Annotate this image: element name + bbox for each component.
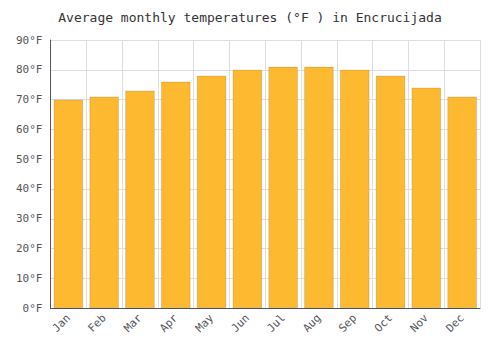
svg-text:Average monthly temperatures (: Average monthly temperatures (°F ) in En… bbox=[58, 10, 442, 25]
svg-text:Jul: Jul bbox=[265, 312, 288, 335]
svg-text:Nov: Nov bbox=[408, 311, 431, 334]
svg-text:50°F: 50°F bbox=[16, 153, 43, 166]
svg-text:30°F: 30°F bbox=[16, 212, 43, 225]
svg-text:40°F: 40°F bbox=[16, 182, 43, 195]
svg-text:Mar: Mar bbox=[121, 311, 144, 334]
svg-text:Apr: Apr bbox=[157, 311, 180, 334]
svg-text:Aug: Aug bbox=[300, 312, 323, 335]
svg-text:Dec: Dec bbox=[443, 312, 466, 335]
svg-text:Sep: Sep bbox=[336, 312, 359, 335]
svg-text:Oct: Oct bbox=[372, 312, 395, 335]
svg-text:Feb: Feb bbox=[86, 312, 109, 335]
svg-text:Jan: Jan bbox=[50, 312, 73, 335]
svg-text:70°F: 70°F bbox=[16, 93, 43, 106]
svg-text:10°F: 10°F bbox=[16, 272, 43, 285]
svg-text:80°F: 80°F bbox=[16, 63, 43, 76]
svg-text:60°F: 60°F bbox=[16, 123, 43, 136]
svg-text:20°F: 20°F bbox=[16, 242, 43, 255]
svg-text:0°F: 0°F bbox=[23, 302, 43, 315]
svg-text:Jun: Jun bbox=[229, 312, 252, 335]
svg-text:May: May bbox=[193, 311, 216, 334]
svg-text:90°F: 90°F bbox=[16, 34, 43, 47]
